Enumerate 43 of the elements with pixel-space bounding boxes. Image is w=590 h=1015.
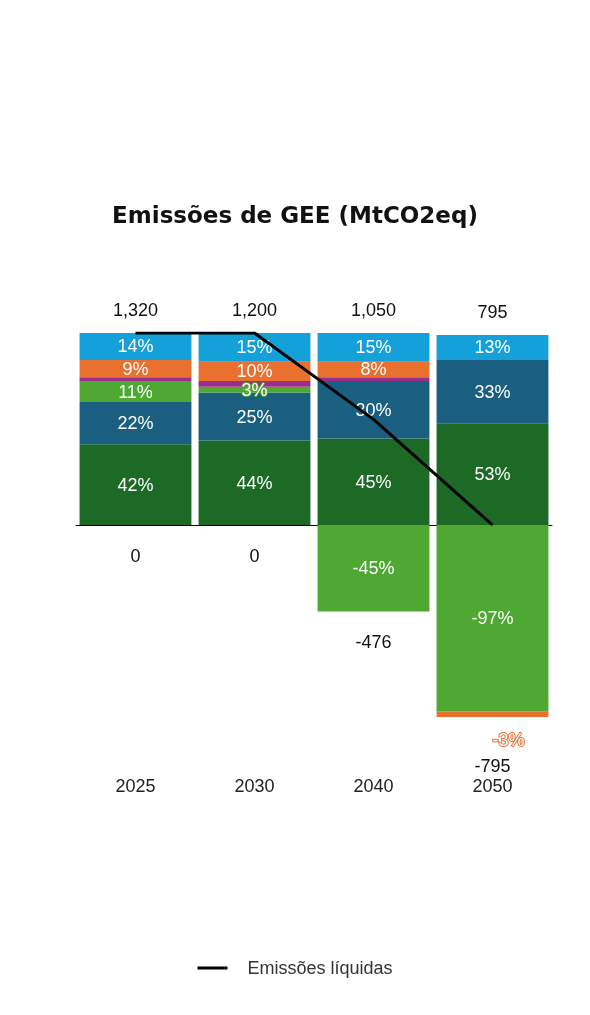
data-label: 45%: [355, 471, 392, 492]
bar: [79, 377, 192, 381]
text: Emissões de GEE (MtCO2eq): [112, 201, 478, 228]
bar: [198, 440, 311, 525]
data-label: 15%: [236, 337, 273, 358]
data-label: -3%: [492, 730, 525, 750]
x-tick-label: 2025: [115, 776, 156, 796]
data-label: -45%: [352, 558, 395, 579]
text: 0: [249, 546, 260, 566]
text: -476: [355, 632, 392, 653]
text: 0: [130, 546, 141, 566]
data-label: 14%: [117, 336, 154, 357]
text: 795: [477, 301, 508, 322]
bar: [436, 359, 549, 424]
data-label: 53%: [474, 464, 511, 485]
data-label: 22%: [117, 413, 154, 434]
x-tick-label: 2040: [353, 776, 394, 796]
text: 1,320: [112, 300, 159, 320]
data-label: 15%: [355, 337, 392, 358]
data-label: 8%: [360, 359, 387, 380]
data-label: 44%: [236, 472, 273, 493]
bar: [436, 423, 549, 525]
data-label: 33%: [474, 381, 511, 402]
bar: [79, 444, 192, 525]
text: 1,200: [231, 300, 278, 320]
data-label: 11%: [118, 381, 153, 402]
bar: [317, 377, 430, 381]
bar: [317, 525, 430, 612]
data-label: 13%: [474, 337, 511, 358]
text: 1,050: [350, 300, 397, 320]
data-label: 25%: [236, 406, 273, 427]
x-tick-label: 2050: [472, 776, 513, 796]
text: -795: [474, 756, 511, 776]
data-label: -97%: [471, 608, 514, 629]
bar: [436, 711, 549, 717]
x-tick-label: 2030: [234, 776, 275, 796]
bar: [317, 438, 430, 525]
data-label: 9%: [122, 358, 149, 379]
data-label: 10%: [236, 361, 273, 382]
data-label: 3%: [241, 379, 268, 400]
legend-label: Emissões líquidas: [247, 958, 393, 978]
bar: [436, 525, 549, 712]
data-label: 42%: [117, 474, 154, 495]
